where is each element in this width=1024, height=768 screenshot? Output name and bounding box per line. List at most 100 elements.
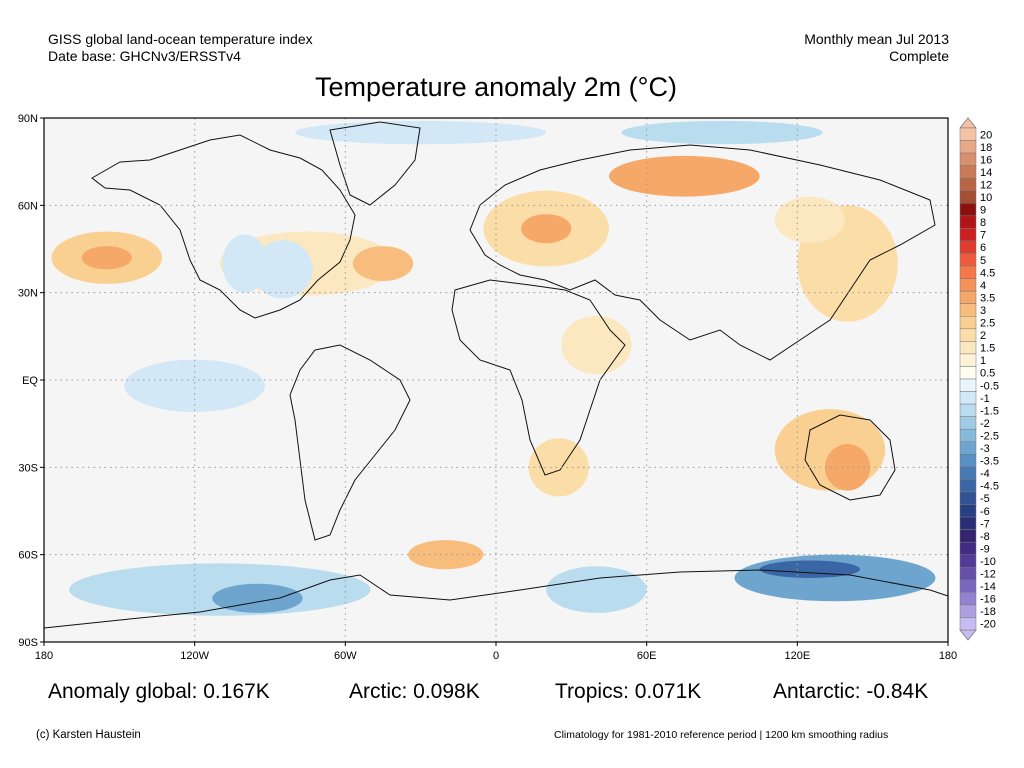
colorbar-label-16: 2 — [980, 330, 986, 342]
colorbar-swatch-7 — [959, 215, 977, 229]
colorbar-swatch-3 — [959, 165, 977, 179]
colorbar-swatch-6 — [959, 203, 977, 217]
colorbar-swatch-1 — [959, 140, 977, 154]
anomaly-region-23 — [621, 120, 823, 145]
anomaly-region-1 — [81, 246, 132, 270]
anomaly-region-3 — [352, 246, 414, 282]
colorbar-label-3: 14 — [980, 167, 992, 179]
colorbar-label-17: 1.5 — [980, 343, 995, 355]
dataset-title: GISS global land-ocean temperature index — [48, 31, 313, 47]
south-america-outline — [289, 344, 411, 541]
colorbar-label-37: -16 — [980, 594, 996, 606]
lon-label-120W: 120W — [180, 650, 209, 662]
colorbar-swatch-34 — [959, 554, 977, 568]
colorbar-swatch-15 — [959, 316, 977, 330]
header-right: Monthly mean Jul 2013 Complete — [804, 31, 949, 65]
colorbar-label-12: 4 — [980, 280, 986, 292]
colorbar-label-0: 20 — [980, 129, 992, 141]
map-title: Temperature anomaly 2m (°C) — [315, 72, 677, 102]
stat-arctic: Arctic: 0.098K — [349, 680, 480, 703]
colorbar-label-25: -3 — [980, 443, 990, 455]
colorbar-swatch-27 — [959, 466, 977, 480]
colorbar-swatch-17 — [959, 341, 977, 355]
colorbar-swatch-35 — [959, 567, 977, 581]
colorbar-label-33: -9 — [980, 543, 990, 555]
anomaly-region-13 — [124, 359, 265, 413]
stat-tropics: Tropics: 0.071K — [555, 680, 702, 703]
lon-label-0: 0 — [493, 650, 499, 662]
colorbar-label-24: -2.5 — [980, 430, 999, 442]
colorbar-label-21: -1 — [980, 393, 990, 405]
colorbar-swatch-12 — [959, 278, 977, 292]
colorbar-label-35: -12 — [980, 569, 996, 581]
lat-label-60N: 60N — [18, 200, 38, 212]
header-left: GISS global land-ocean temperature index… — [48, 31, 313, 65]
colorbar-label-28: -4.5 — [980, 481, 999, 493]
anomaly-region-14 — [528, 438, 589, 497]
north-america-outline — [91, 134, 356, 319]
anomaly-region-21 — [546, 566, 647, 613]
status-label: Complete — [889, 48, 949, 64]
colorbar-label-4: 12 — [980, 179, 992, 191]
colorbar-swatch-31 — [959, 516, 977, 530]
lon-label-180: 180 — [35, 650, 53, 662]
africa-outline — [451, 279, 626, 476]
colorbar-swatch-37 — [959, 592, 977, 606]
lat-label-60S: 60S — [18, 550, 38, 562]
colorbar-label-30: -6 — [980, 506, 990, 518]
colorbar-swatch-10 — [959, 253, 977, 267]
anomaly-region-8 — [609, 155, 760, 197]
colorbar-label-19: 0.5 — [980, 368, 995, 380]
colorbar-label-26: -3.5 — [980, 456, 999, 468]
colorbar-swatch-16 — [959, 328, 977, 342]
colorbar: 201816141210987654.543.532.521.510.5-0.5… — [959, 117, 999, 641]
colorbar-label-14: 3 — [980, 305, 986, 317]
colorbar-label-22: -1.5 — [980, 405, 999, 417]
colorbar-label-39: -20 — [980, 619, 996, 631]
anomaly-field — [51, 120, 936, 616]
colorbar-swatch-36 — [959, 579, 977, 593]
anomaly-region-7 — [521, 214, 572, 244]
colorbar-label-5: 10 — [980, 192, 992, 204]
eurasia-outline — [469, 144, 936, 361]
stat-antarctic: Antarctic: -0.84K — [773, 680, 929, 703]
colorbar-swatch-5 — [959, 190, 977, 204]
lon-label-180: 180 — [939, 650, 957, 662]
colorbar-swatch-21 — [959, 391, 977, 405]
colorbar-swatch-38 — [959, 604, 977, 618]
colorbar-swatch-25 — [959, 441, 977, 455]
colorbar-label-27: -4 — [980, 468, 990, 480]
anomaly-region-19 — [734, 554, 936, 602]
lat-label-EQ: EQ — [22, 375, 38, 387]
graticule — [44, 118, 948, 642]
colorbar-swatch-23 — [959, 416, 977, 430]
colorbar-label-38: -18 — [980, 606, 996, 618]
colorbar-label-15: 2.5 — [980, 318, 995, 330]
stat-global: Anomaly global: 0.167K — [48, 680, 270, 703]
lat-label-90S: 90S — [18, 637, 38, 649]
colorbar-swatch-2 — [959, 152, 977, 166]
colorbar-swatch-4 — [959, 177, 977, 191]
colorbar-label-20: -0.5 — [980, 380, 999, 392]
colorbar-label-36: -14 — [980, 581, 996, 593]
colorbar-label-32: -8 — [980, 531, 990, 543]
colorbar-arrow-top — [959, 117, 977, 129]
anomaly-region-18 — [212, 583, 303, 613]
lon-label-120E: 120E — [784, 650, 810, 662]
lon-label-60W: 60W — [334, 650, 357, 662]
latitude-labels: 90N 60N 30N EQ 30S 60S 90S — [18, 113, 44, 649]
colorbar-swatch-26 — [959, 454, 977, 468]
colorbar-swatch-13 — [959, 290, 977, 304]
colorbar-label-18: 1 — [980, 355, 986, 367]
colorbar-label-8: 7 — [980, 230, 986, 242]
credit-text: (c) Karsten Haustein — [36, 729, 141, 741]
colorbar-swatch-11 — [959, 265, 977, 279]
colorbar-swatch-24 — [959, 428, 977, 443]
colorbar-label-1: 18 — [980, 142, 992, 154]
period-label: Monthly mean Jul 2013 — [804, 31, 949, 47]
colorbar-swatch-14 — [959, 303, 977, 317]
lon-label-60E: 60E — [637, 650, 657, 662]
anomaly-region-17 — [69, 563, 371, 616]
